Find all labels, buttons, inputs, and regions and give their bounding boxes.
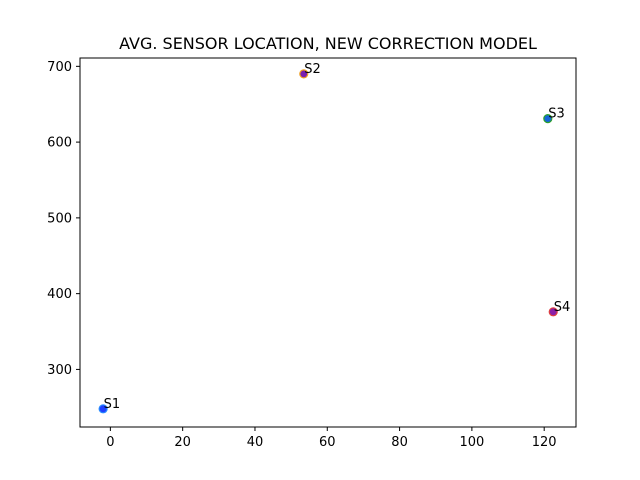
point-s3: [543, 114, 553, 124]
x-tick-label: 120: [532, 435, 557, 450]
y-tick-label: 600: [47, 136, 72, 151]
chart-title: AVG. SENSOR LOCATION, NEW CORRECTION MOD…: [119, 34, 537, 53]
y-tick-label: 300: [47, 363, 72, 378]
point-label-s4: S4: [554, 300, 571, 315]
point-s2: [299, 69, 309, 79]
data-points: S1 S2 S3 S4: [98, 62, 571, 414]
y-tick-label: 700: [47, 60, 72, 75]
point-label-s3: S3: [548, 107, 565, 122]
x-axis: 0 20 40 60 80 100 120: [106, 427, 557, 450]
x-tick-label: 0: [106, 435, 114, 450]
x-tick-label: 60: [319, 435, 336, 450]
x-tick-label: 100: [459, 435, 484, 450]
y-axis: 300 400 500 600 700: [47, 60, 80, 378]
x-tick-label: 80: [391, 435, 408, 450]
point-s4: [548, 307, 558, 317]
point-s1: [98, 404, 108, 414]
point-label-s2: S2: [304, 62, 321, 77]
y-tick-label: 500: [47, 211, 72, 226]
point-label-s1: S1: [104, 397, 121, 412]
x-tick-label: 20: [174, 435, 191, 450]
plot-area: [79, 57, 577, 428]
y-tick-label: 400: [47, 287, 72, 302]
x-tick-label: 40: [247, 435, 264, 450]
